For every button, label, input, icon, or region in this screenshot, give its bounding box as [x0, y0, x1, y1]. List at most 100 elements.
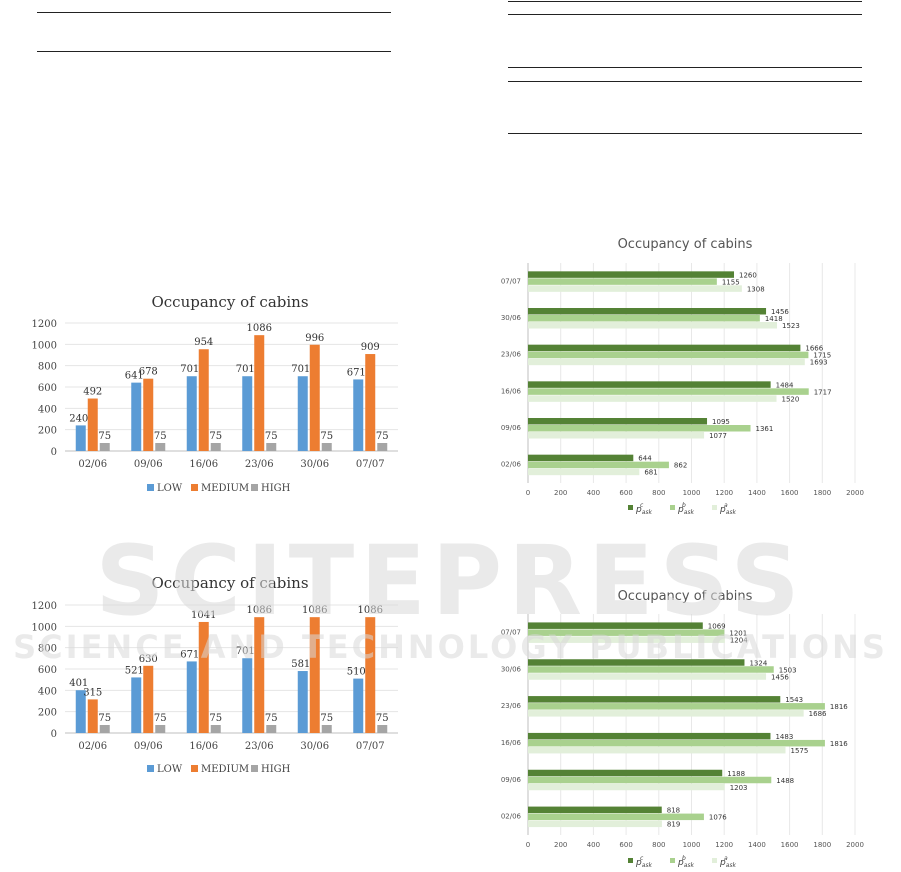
y-tick-label: 600 [38, 665, 57, 676]
table-rule-mid-right-1 [508, 67, 862, 68]
bar [297, 376, 308, 451]
data-label: 1069 [708, 622, 726, 630]
bar [377, 725, 388, 733]
legend-label-high: HIGH [261, 483, 291, 494]
x-tick-label: 2000 [846, 489, 864, 497]
data-label: 521 [125, 665, 144, 676]
bar [155, 725, 166, 733]
data-label: 75 [320, 713, 333, 724]
data-label: 641 [125, 371, 144, 382]
data-label: 1816 [830, 703, 848, 711]
bar [528, 820, 662, 828]
x-tick-label: 02/06 [78, 459, 107, 470]
legend-label-c: paskc [635, 502, 653, 516]
x-tick-label: 1600 [781, 841, 799, 849]
x-tick-label: 200 [554, 489, 567, 497]
bar [210, 443, 221, 451]
data-label: 1188 [727, 770, 745, 778]
x-tick-label: 16/06 [189, 741, 218, 752]
bar [198, 349, 209, 451]
data-label: 1816 [830, 740, 848, 748]
data-label: 1693 [810, 359, 828, 367]
chart-4: Occupancy of cabins 818 1076 819 1188 1488 12… [501, 589, 864, 869]
data-label: 75 [98, 713, 111, 724]
legend-label-a: paska [719, 502, 737, 516]
data-label: 492 [83, 387, 102, 398]
y-tick-label: 200 [38, 708, 57, 719]
legend-swatch-medium [191, 484, 198, 491]
y-tick-label: 09/06 [501, 424, 522, 432]
chart-2: Occupancy of cabins 0 200 400 600 800 1000 120… [32, 574, 398, 775]
bar [528, 351, 809, 359]
data-label: 1686 [809, 710, 827, 718]
bar [131, 677, 142, 733]
y-tick-label: 1000 [32, 622, 57, 633]
bar [75, 690, 86, 733]
x-tick-label: 30/06 [300, 459, 329, 470]
legend: paskc paskb paska [628, 855, 737, 869]
bar [528, 783, 725, 791]
data-label: 240 [69, 413, 88, 424]
legend-swatch-c [628, 505, 633, 510]
x-tick-label: 2000 [846, 841, 864, 849]
table-rule-top-right-1 [508, 1, 862, 2]
y-tick-label: 400 [38, 404, 57, 415]
bar [87, 699, 98, 733]
y-tick-label: 1200 [32, 319, 57, 330]
legend-swatch-c [628, 858, 633, 863]
data-label: 681 [644, 469, 657, 477]
data-label: 75 [154, 713, 167, 724]
legend-swatch-low [147, 765, 154, 772]
bar [321, 725, 332, 733]
bar [528, 461, 669, 469]
table-rule-bottom-left [37, 51, 391, 52]
y-tick-label: 07/07 [501, 628, 521, 636]
bar [99, 725, 110, 733]
data-label: 644 [638, 455, 652, 463]
y-tick-label: 1000 [32, 340, 57, 351]
y-tick-label: 09/06 [501, 776, 522, 784]
data-label: 1666 [805, 345, 823, 353]
bar [266, 443, 277, 451]
bar [528, 806, 662, 814]
data-label: 1575 [791, 747, 809, 755]
chart-title: Occupancy of cabins [151, 293, 308, 311]
table-rule-mid-right-2 [508, 81, 862, 82]
legend-swatch-low [147, 484, 154, 491]
bar [266, 725, 277, 733]
data-label: 75 [265, 431, 278, 442]
y-tick-label: 23/06 [501, 702, 522, 710]
data-label: 1203 [730, 784, 748, 792]
y-tick-label: 1200 [32, 601, 57, 612]
data-label: 1260 [739, 271, 757, 279]
data-label: 1483 [775, 733, 793, 741]
data-label: 1076 [709, 814, 727, 822]
x-tick-label: 1200 [715, 841, 733, 849]
bar [87, 398, 98, 451]
x-tick-label: 1800 [813, 841, 831, 849]
bar [242, 658, 253, 733]
data-label: 75 [209, 713, 222, 724]
data-label: 581 [291, 659, 310, 670]
bar [528, 381, 771, 388]
bar [528, 271, 735, 278]
data-label: 701 [180, 364, 199, 375]
bar [155, 443, 166, 451]
legend-label-high: HIGH [261, 764, 291, 775]
bar [528, 666, 774, 673]
chart-title: Occupancy of cabins [618, 237, 753, 252]
y-tick-label: 07/07 [501, 277, 521, 285]
bar [297, 671, 308, 733]
legend-swatch-medium [191, 765, 198, 772]
x-tick-label: 16/06 [189, 459, 218, 470]
data-label: 819 [667, 821, 680, 829]
data-label: 1715 [813, 352, 831, 360]
bar [242, 376, 253, 451]
x-tick-label: 09/06 [134, 741, 163, 752]
bar [353, 678, 364, 733]
x-tick-label: 600 [619, 489, 632, 497]
data-label: 75 [98, 431, 111, 442]
y-tick-label: 600 [38, 383, 57, 394]
bar [186, 661, 197, 733]
bar [528, 696, 781, 703]
